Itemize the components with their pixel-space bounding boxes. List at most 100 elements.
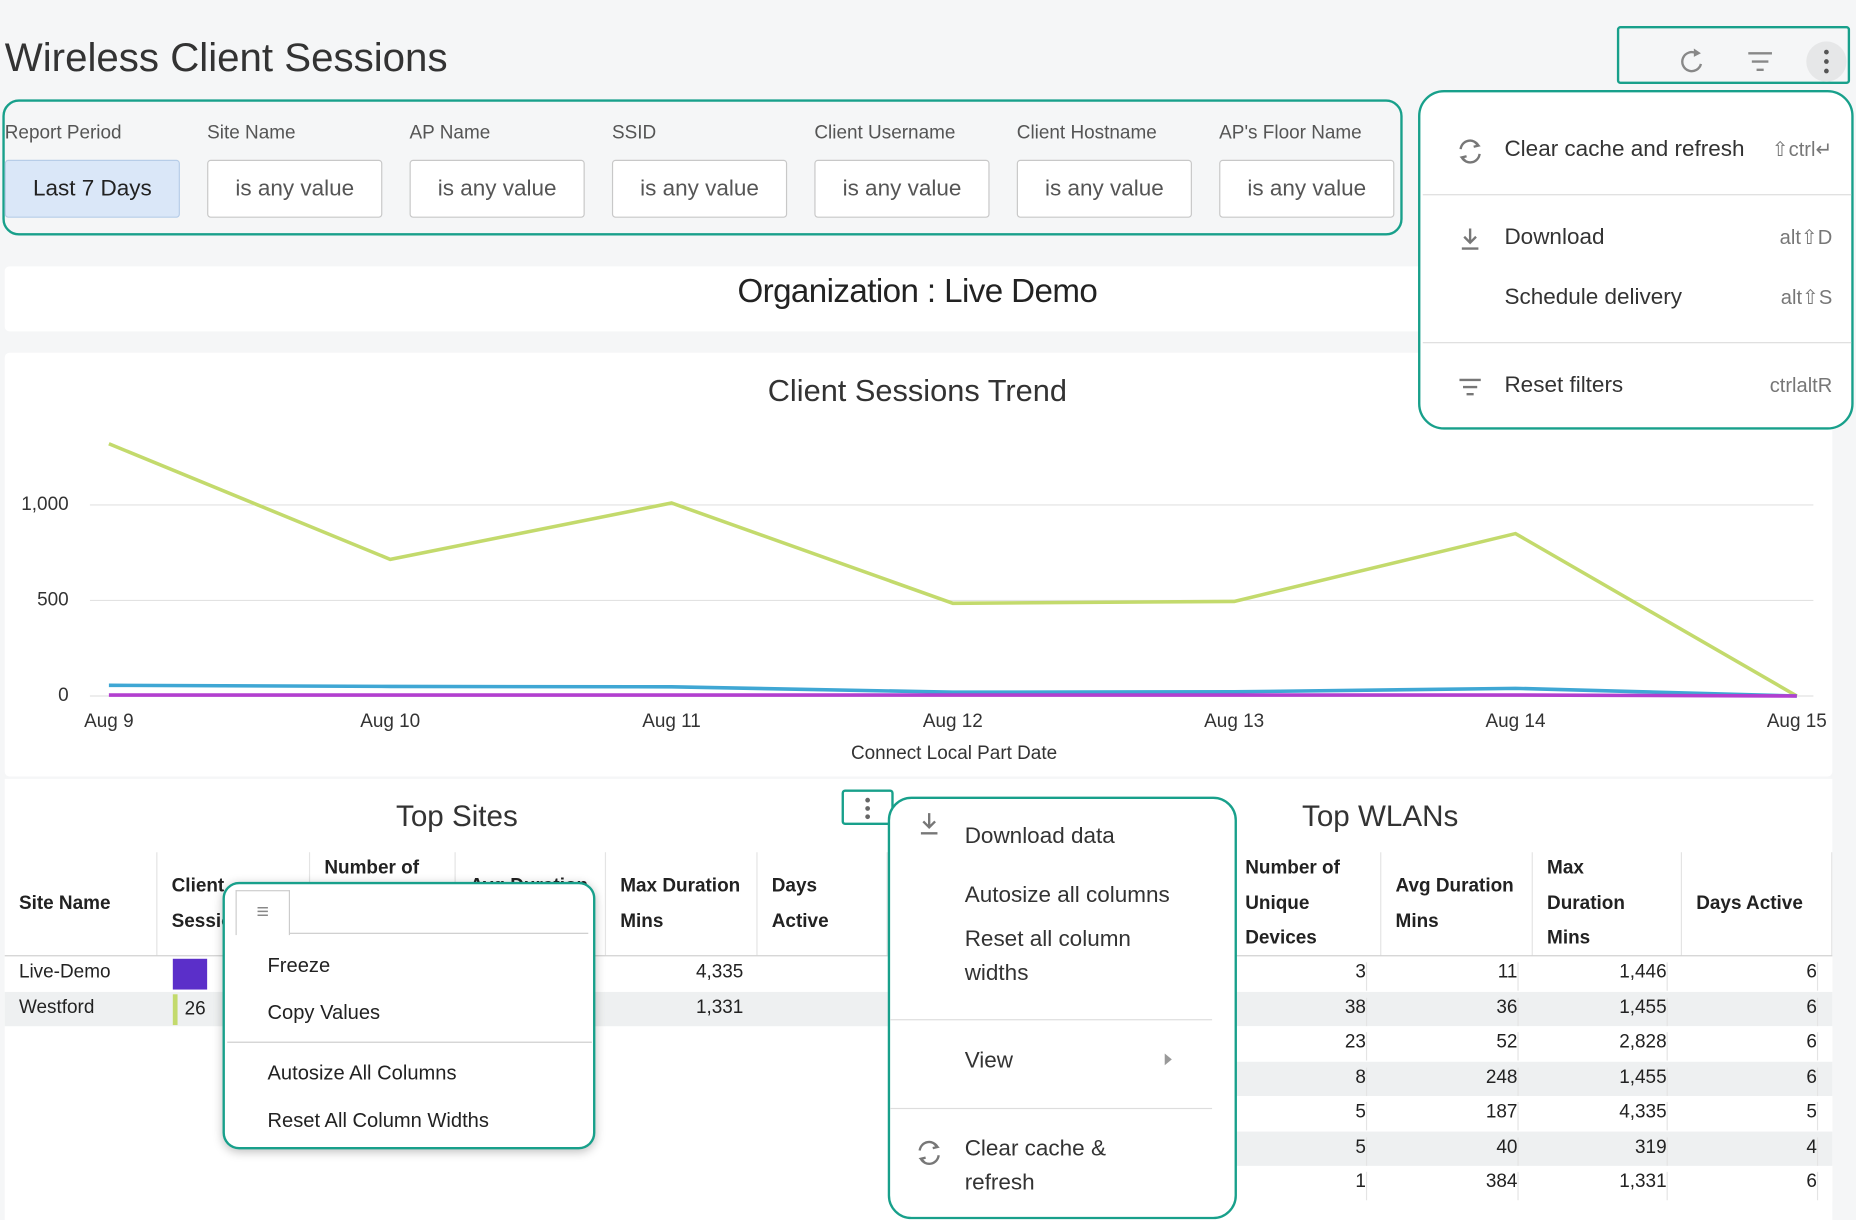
dashboard-menu: Clear cache and refresh ⇧ctrl↵ Download alt… [1418,89,1854,430]
filter-input[interactable]: Last 7 Days [4,159,180,218]
cell: 1,331 [1533,1171,1668,1201]
filter-label: Report Period [4,123,122,144]
cell: 1 [1231,1171,1368,1201]
refresh-icon [918,1140,940,1165]
menu-rule [890,1107,1213,1110]
refresh-glyph [1459,139,1481,164]
filter-label: SSID [611,123,657,144]
menu-item[interactable]: View [964,1048,1014,1074]
menu-item[interactable]: Reset filters [1504,372,1624,398]
menu-item[interactable]: Reset All Column Widths [267,1109,489,1132]
menu-item[interactable]: Copy Values [267,1001,381,1024]
cell: 1,455 [1533,1067,1668,1096]
cell: 11 [1381,962,1519,991]
refresh-glyph [918,1140,940,1165]
banner-card [4,266,1426,332]
filter-label: AP Name [409,123,491,144]
kebab-icon [865,797,870,820]
menu-item[interactable]: Download [1504,224,1605,250]
series-line [108,683,1797,698]
y-tick-label: 1,000 [21,494,68,515]
chart-title: Client Sessions Trend [768,373,1067,408]
cell: 1,331 [695,997,744,1018]
cell: 23 [1231,1032,1368,1061]
cell: 6 [1682,997,1819,1026]
cell: 5 [1231,1101,1368,1131]
menu-shortcut: alt⇧D [1779,226,1833,249]
menu-shortcut: ⇧ctrl↵ [1771,138,1833,161]
menu-item[interactable]: Clear cache and refresh [1504,137,1745,163]
menu-item[interactable]: Download data [964,823,1115,849]
column-menu: ≡ Freeze Copy Values Autosize All Columns Re… [222,881,596,1150]
cell: 36 [1381,997,1519,1026]
cell: 6 [1682,1032,1819,1061]
menu-item[interactable]: Autosize all columns [964,883,1170,908]
filter-input[interactable]: is any value [611,159,788,218]
x-tick-label: Aug 12 [923,711,983,732]
cell: 38 [1231,997,1368,1026]
download-glyph [1461,228,1479,250]
menu-rule [1422,194,1852,196]
filter-bar [2,99,1403,236]
table-row [1209,991,1833,1027]
menu-item[interactable]: Freeze [267,954,331,977]
cell-bar [172,958,208,990]
filter-label: AP's Floor Name [1219,123,1362,144]
filter-input[interactable]: is any value [814,159,990,218]
cell: 6 [1682,1171,1819,1201]
cell: 4,335 [695,962,744,983]
cell: 384 [1381,1171,1519,1201]
refresh-icon [1459,139,1481,164]
cell: 1,455 [1533,997,1668,1026]
menu-rule [227,1041,592,1043]
cell: 1,446 [1533,962,1668,991]
cell: 4,335 [1533,1101,1668,1131]
filter-input[interactable]: is any value [1016,159,1192,218]
menu-tab: ≡ [235,890,290,936]
cell: 40 [1381,1136,1519,1166]
toolbar-highlight [1616,26,1851,85]
column-header: Max Duration Mins [1533,852,1682,956]
download-icon [1461,228,1479,250]
menu-shortcut: alt⇧S [1780,286,1833,309]
filter-input[interactable]: is any value [1219,159,1395,218]
cell: Live-Demo [18,962,111,983]
cell: 248 [1381,1067,1519,1096]
submenu-arrow [1164,1053,1172,1066]
menu-rule [289,932,589,934]
x-tick-label: Aug 15 [1767,711,1827,732]
cell: 26 [184,998,206,1019]
column-header: Days Active [1682,852,1833,956]
cell: 4 [1682,1136,1819,1166]
download-icon [920,813,938,835]
x-tick-label: Aug 13 [1204,711,1264,732]
table-row [1209,1026,1833,1062]
menu-item[interactable]: Reset all column widths [964,926,1131,986]
cell: 8 [1231,1067,1368,1096]
x-tick-label: Aug 9 [84,711,133,732]
column-header: Number of Unique Devices [1231,852,1382,956]
table-title: Top WLANs [1302,800,1459,834]
column-header: Days Active [758,852,888,956]
filter-glyph [1459,378,1481,396]
menu-item[interactable]: Clear cache & refresh [964,1136,1106,1196]
filter-input[interactable]: is any value [409,159,585,218]
menu-item[interactable]: Schedule delivery [1504,285,1682,311]
banner: Organization : Live Demo [737,272,1098,309]
toolbar-icons [1681,41,1847,82]
filter-input[interactable]: is any value [207,159,383,218]
cell: 6 [1682,1067,1819,1096]
table-row [1209,1130,1833,1166]
page-title: Wireless Client Sessions [4,35,448,81]
cell: 319 [1533,1136,1668,1166]
cell: 5 [1682,1101,1819,1131]
table-title: Top Sites [396,800,518,834]
table-row [1209,1165,1833,1201]
download-glyph [920,813,938,835]
column-header: Site Name [5,852,158,956]
table-row [1209,956,1833,992]
y-tick-label: 0 [58,685,69,706]
menu-item[interactable]: Autosize All Columns [267,1061,457,1085]
cell-bar [172,993,178,1025]
